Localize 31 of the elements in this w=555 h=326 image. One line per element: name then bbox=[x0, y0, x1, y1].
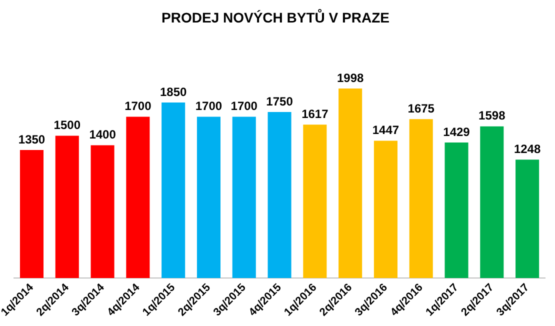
bar bbox=[480, 126, 504, 278]
data-label: 1700 bbox=[195, 99, 222, 114]
bar bbox=[516, 160, 540, 278]
bar bbox=[162, 102, 186, 278]
data-label: 1447 bbox=[372, 123, 400, 138]
bar bbox=[338, 88, 362, 278]
bar bbox=[444, 142, 468, 278]
bar bbox=[126, 116, 150, 278]
data-label: 1700 bbox=[230, 99, 258, 114]
data-label: 1750 bbox=[266, 94, 294, 108]
data-label: 1675 bbox=[408, 101, 435, 116]
bar bbox=[374, 140, 398, 278]
bar bbox=[409, 119, 433, 278]
data-label: 1998 bbox=[336, 70, 364, 85]
data-label: 1248 bbox=[514, 142, 541, 156]
data-label: 1350 bbox=[18, 132, 46, 146]
data-label: 1850 bbox=[160, 84, 187, 99]
data-label: 1400 bbox=[89, 128, 116, 142]
data-label: 1500 bbox=[54, 118, 81, 132]
data-label: 1617 bbox=[302, 106, 329, 121]
bar bbox=[303, 124, 327, 278]
bar bbox=[268, 112, 292, 278]
bar bbox=[196, 116, 220, 278]
bar bbox=[55, 136, 79, 278]
data-label: 1429 bbox=[443, 124, 470, 139]
data-label: 1700 bbox=[124, 99, 152, 114]
bar bbox=[90, 145, 114, 278]
chart-title: PRODEJ NOVÝCH BYTŮ V PRAZE bbox=[162, 8, 390, 26]
bar bbox=[232, 116, 256, 278]
data-label: 1598 bbox=[478, 108, 506, 123]
bar bbox=[20, 150, 44, 278]
